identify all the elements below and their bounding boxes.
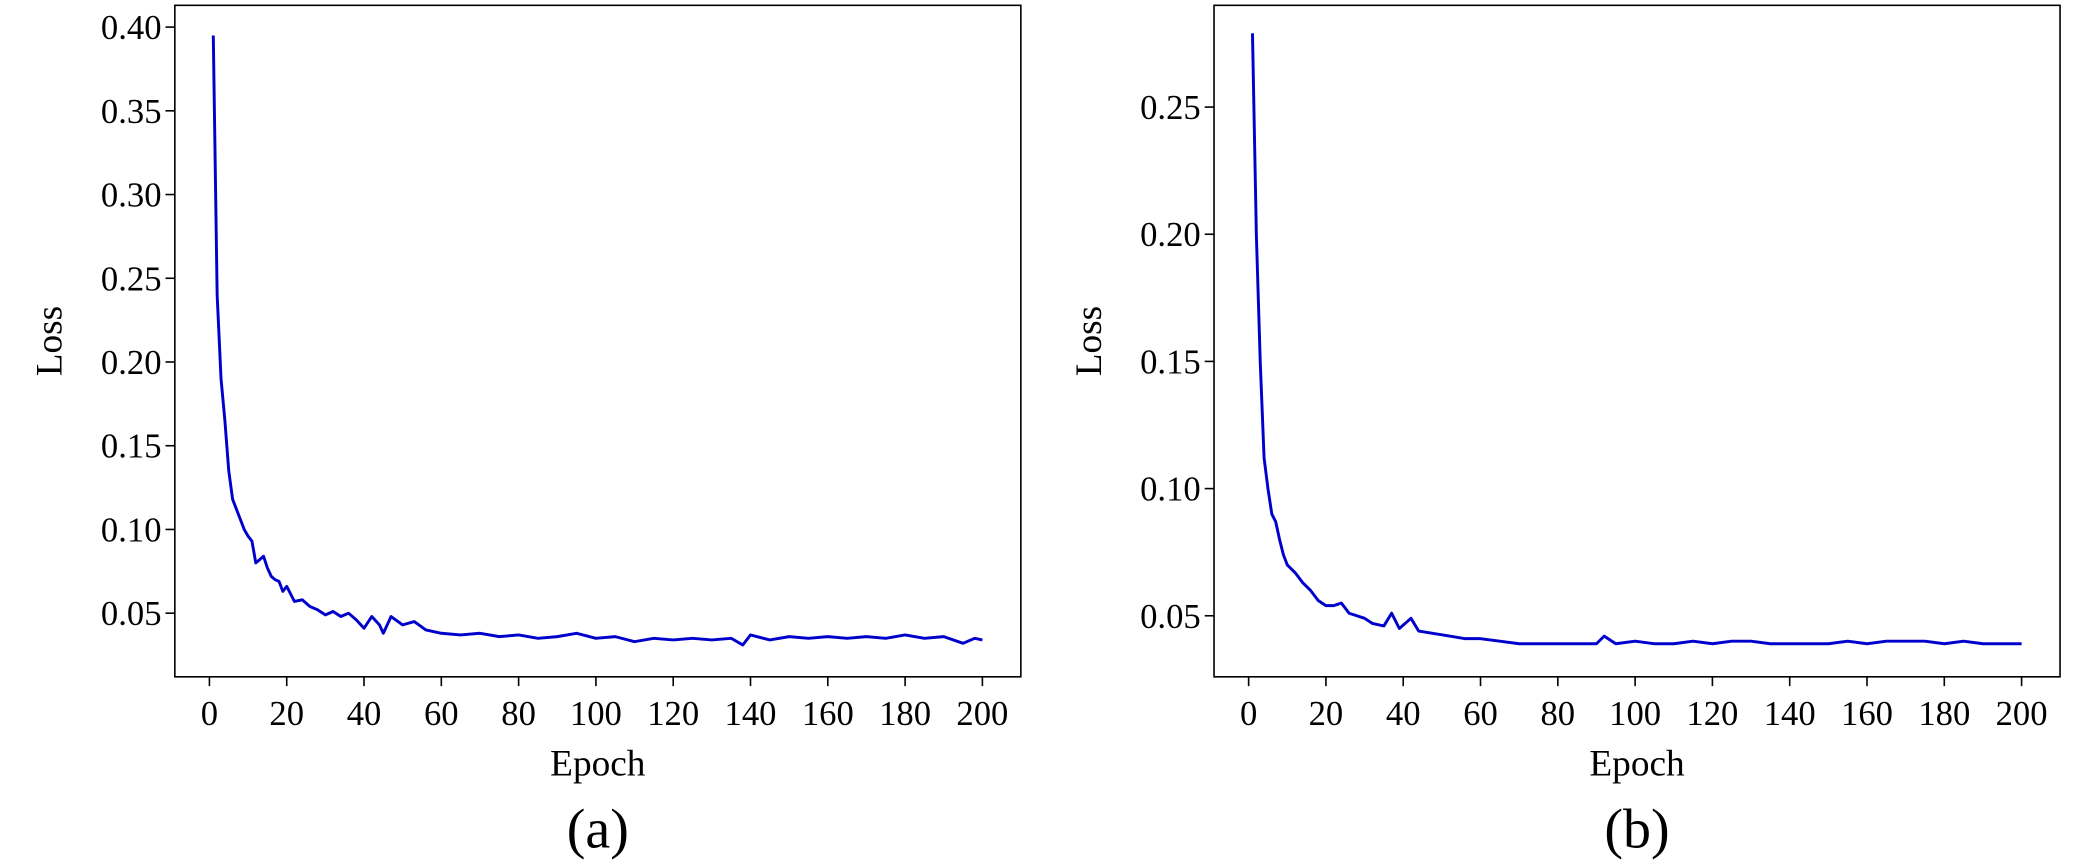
x-tick-label: 180 [1918, 695, 1970, 733]
x-tick-label: 60 [1463, 695, 1498, 733]
x-tick-label: 140 [725, 695, 777, 733]
y-tick-label: 0.25 [1140, 89, 1201, 127]
x-tick-label: 100 [570, 695, 622, 733]
plot-frame [1213, 4, 2061, 678]
y-tick-label: 0.15 [1140, 343, 1201, 381]
y-tick-label: 0.05 [101, 595, 162, 633]
y-tick-label: 0.05 [1140, 598, 1201, 636]
x-axis-label: Epoch [1589, 743, 1685, 784]
y-tick-label: 0.10 [1140, 471, 1201, 509]
y-tick-label: 0.10 [101, 511, 162, 549]
x-tick-label: 40 [347, 695, 382, 733]
x-tick-label: 80 [501, 695, 536, 733]
plot-frame [174, 4, 1022, 678]
y-axis-label: Loss [1069, 306, 1110, 376]
caption: (a) [567, 798, 629, 860]
x-tick-label: 0 [201, 695, 218, 733]
x-tick-label: 60 [424, 695, 459, 733]
y-tick-label: 0.20 [1140, 216, 1201, 254]
x-tick-label: 40 [1386, 695, 1421, 733]
x-tick-label: 100 [1609, 695, 1661, 733]
caption: (b) [1604, 798, 1669, 860]
y-axis-label: Loss [30, 306, 71, 376]
x-tick-label: 120 [1686, 695, 1738, 733]
y-tick-label: 0.35 [101, 93, 162, 131]
x-tick-label: 80 [1540, 695, 1575, 733]
x-axis-label: Epoch [550, 743, 646, 784]
x-tick-label: 20 [1309, 695, 1344, 733]
x-tick-label: 200 [1996, 695, 2048, 733]
x-tick-label: 0 [1240, 695, 1257, 733]
x-tick-label: 200 [956, 695, 1008, 733]
y-tick-label: 0.40 [101, 9, 162, 47]
x-tick-label: 180 [879, 695, 931, 733]
x-tick-label: 120 [647, 695, 699, 733]
x-tick-label: 160 [802, 695, 854, 733]
loss-line [1251, 33, 2022, 646]
loss-line [211, 35, 983, 647]
x-tick-label: 160 [1841, 695, 1893, 733]
y-tick-label: 0.20 [101, 344, 162, 382]
y-tick-label: 0.15 [101, 428, 162, 466]
x-tick-label: 20 [269, 695, 304, 733]
x-tick-label: 140 [1764, 695, 1816, 733]
y-tick-label: 0.30 [101, 177, 162, 215]
y-tick-label: 0.25 [101, 260, 162, 298]
